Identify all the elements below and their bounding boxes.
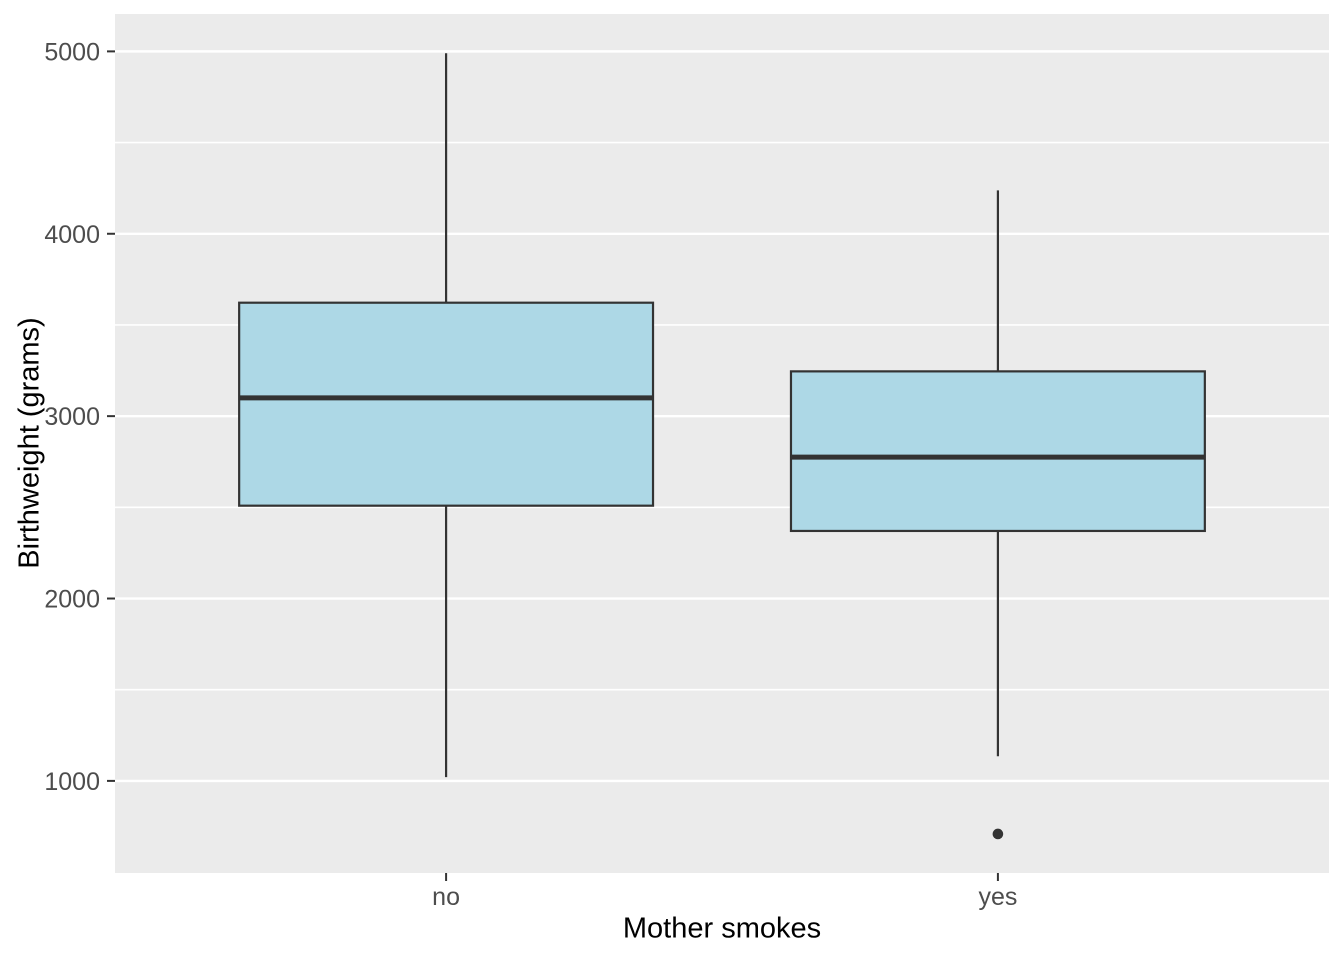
y-tick-label: 5000	[44, 38, 100, 66]
y-tick-label: 2000	[44, 586, 100, 614]
y-tick-label: 1000	[44, 768, 100, 796]
x-axis-title: Mother smokes	[622, 912, 822, 945]
box-yes[interactable]	[789, 370, 1206, 533]
box-no[interactable]	[238, 301, 655, 507]
y-tick-label: 3000	[44, 403, 100, 431]
y-tick-label: 4000	[44, 221, 100, 249]
x-tick-label: yes	[978, 883, 1017, 911]
x-tick-label: no	[432, 883, 460, 911]
y-axis-title: Birthweight (grams)	[13, 317, 46, 569]
outlier-point	[992, 828, 1004, 840]
